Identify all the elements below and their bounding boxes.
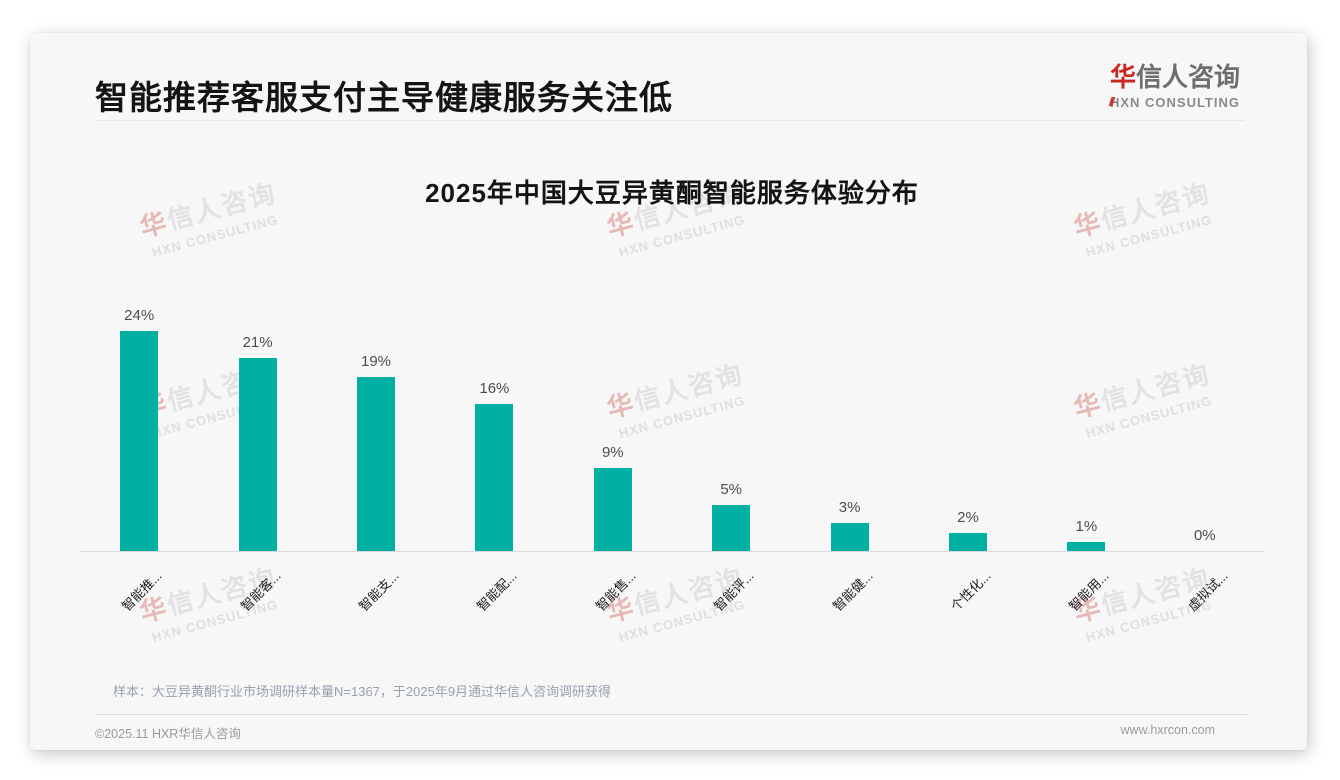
x-axis-label: 智能支... (355, 568, 402, 614)
bar-value-label: 16% (479, 380, 510, 397)
bar (357, 377, 395, 551)
bar-value-label: 9% (601, 444, 624, 461)
bar (949, 533, 987, 551)
x-axis-label: 个性化... (947, 568, 994, 614)
bar-value-label: 2% (957, 509, 979, 526)
chart-title: 2025年中国大豆异黄酮智能服务体验分布 (425, 178, 919, 208)
bar (238, 358, 277, 551)
bar-value-label: 0% (1193, 527, 1216, 544)
company-logo: 华信人咨询 HXN CONSULTING (1110, 57, 1240, 110)
sample-note: 样本：大豆异黄酮行业市场调研样本量N=1367，于2025年9月通过华信人咨询调… (113, 684, 612, 699)
logo-text: 华信人咨询 (1110, 57, 1240, 94)
x-axis-label: 智能配... (474, 568, 521, 614)
header-divider (95, 120, 1245, 121)
x-axis-label: 智能售... (592, 568, 639, 614)
watermark-subtitle: HXN CONSULTING (150, 211, 280, 260)
logo-name: 信人咨询 (1135, 62, 1240, 92)
plot-area: 24% 21% 19% 16% 9% 5% 3% 2% 1% 0% (80, 293, 1264, 552)
bar-value-label: 21% (242, 334, 273, 351)
bar (1067, 542, 1106, 551)
x-axis-label: 智能用... (1066, 568, 1113, 614)
logo-subtitle: HXN CONSULTING (1109, 95, 1240, 110)
bar (120, 331, 159, 551)
bar (475, 404, 514, 551)
bar-value-label: 19% (360, 353, 392, 370)
footer-copyright: ©2025.11 HXR华信人咨询 (95, 727, 241, 741)
watermark-subtitle: HXN CONSULTING (1084, 211, 1214, 260)
bar-value-label: 1% (1075, 518, 1098, 535)
bar (830, 523, 869, 551)
x-axis-label: 智能推... (119, 568, 165, 614)
logo-accent: 华 (1109, 62, 1136, 92)
footer-divider (95, 714, 1247, 715)
footer-url: www.hxrcon.com (1120, 723, 1215, 737)
bar-value-label: 3% (838, 499, 861, 516)
x-axis-label: 智能健... (829, 568, 876, 614)
bar (593, 468, 632, 551)
bar (712, 505, 751, 551)
watermark-subtitle: HXN CONSULTING (617, 211, 747, 260)
bar-value-label: 24% (124, 307, 155, 324)
x-axis-label: 智能评... (711, 568, 757, 614)
bar-value-label: 5% (720, 481, 743, 498)
x-axis-label: 虚拟试... (1184, 568, 1231, 614)
x-axis-labels: 智能推... 智能客... 智能支... 智能配... 智能售... 智能评... 智能健.… (80, 552, 1264, 662)
x-axis-label: 智能客... (237, 568, 284, 614)
report-card: 华信人咨询 HXN CONSULTING 华信人咨询 HXN CONSULTING 华信… (30, 33, 1307, 750)
page-title: 智能推荐客服支付主导健康服务关注低 (95, 79, 673, 116)
